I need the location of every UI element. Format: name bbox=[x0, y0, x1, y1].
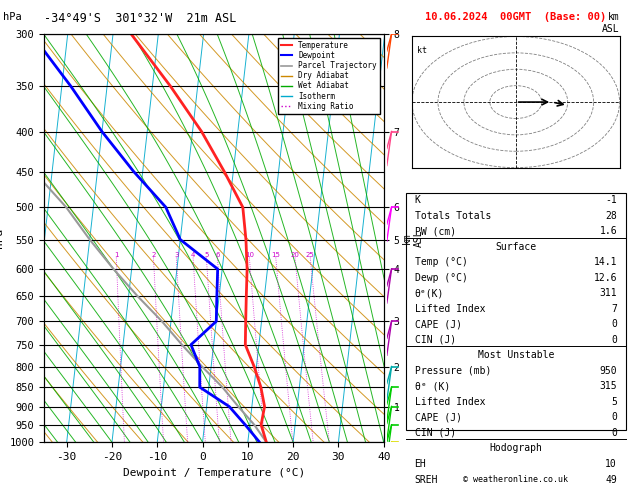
Text: Surface: Surface bbox=[495, 242, 537, 252]
Text: km
ASL: km ASL bbox=[602, 12, 620, 34]
Bar bbox=[406, 193, 626, 430]
Text: 0: 0 bbox=[611, 319, 617, 330]
Text: 5: 5 bbox=[204, 252, 209, 258]
Text: CAPE (J): CAPE (J) bbox=[415, 413, 462, 422]
Text: Totals Totals: Totals Totals bbox=[415, 211, 491, 221]
Text: 7: 7 bbox=[611, 304, 617, 314]
Text: 20: 20 bbox=[291, 252, 299, 258]
Text: Dewp (°C): Dewp (°C) bbox=[415, 273, 467, 283]
Text: Lifted Index: Lifted Index bbox=[415, 304, 485, 314]
Text: 1: 1 bbox=[114, 252, 118, 258]
Text: 14.1: 14.1 bbox=[594, 257, 617, 267]
Text: θᵉ(K): θᵉ(K) bbox=[415, 288, 444, 298]
Text: -34°49'S  301°32'W  21m ASL: -34°49'S 301°32'W 21m ASL bbox=[44, 12, 237, 25]
Text: CIN (J): CIN (J) bbox=[415, 335, 455, 345]
Text: Lifted Index: Lifted Index bbox=[415, 397, 485, 407]
Text: 28: 28 bbox=[605, 211, 617, 221]
Text: CAPE (J): CAPE (J) bbox=[415, 319, 462, 330]
Text: Pressure (mb): Pressure (mb) bbox=[415, 366, 491, 376]
Y-axis label: km
ASL: km ASL bbox=[402, 229, 424, 247]
Text: hPa: hPa bbox=[3, 12, 22, 22]
Text: 4: 4 bbox=[191, 252, 195, 258]
Text: 6: 6 bbox=[215, 252, 220, 258]
Text: -1: -1 bbox=[605, 195, 617, 205]
Text: 5: 5 bbox=[611, 397, 617, 407]
Y-axis label: hPa: hPa bbox=[0, 228, 4, 248]
Text: CIN (J): CIN (J) bbox=[415, 428, 455, 438]
Text: Most Unstable: Most Unstable bbox=[477, 350, 554, 361]
Text: 0: 0 bbox=[611, 428, 617, 438]
Text: 10: 10 bbox=[245, 252, 254, 258]
Text: Hodograph: Hodograph bbox=[489, 444, 542, 453]
Text: 10: 10 bbox=[605, 459, 617, 469]
Text: 950: 950 bbox=[599, 366, 617, 376]
Text: 0: 0 bbox=[611, 413, 617, 422]
Text: 15: 15 bbox=[271, 252, 280, 258]
Text: 315: 315 bbox=[599, 382, 617, 391]
Legend: Temperature, Dewpoint, Parcel Trajectory, Dry Adiabat, Wet Adiabat, Isotherm, Mi: Temperature, Dewpoint, Parcel Trajectory… bbox=[277, 38, 380, 114]
Text: 10.06.2024  00GMT  (Base: 00): 10.06.2024 00GMT (Base: 00) bbox=[425, 12, 606, 22]
Text: 49: 49 bbox=[605, 474, 617, 485]
Text: © weatheronline.co.uk: © weatheronline.co.uk bbox=[464, 474, 568, 484]
Text: 12.6: 12.6 bbox=[594, 273, 617, 283]
Text: 311: 311 bbox=[599, 288, 617, 298]
Text: 3: 3 bbox=[174, 252, 179, 258]
X-axis label: Dewpoint / Temperature (°C): Dewpoint / Temperature (°C) bbox=[123, 468, 305, 478]
Text: Temp (°C): Temp (°C) bbox=[415, 257, 467, 267]
Text: 1.6: 1.6 bbox=[599, 226, 617, 236]
Text: SREH: SREH bbox=[415, 474, 438, 485]
Text: EH: EH bbox=[415, 459, 426, 469]
Text: PW (cm): PW (cm) bbox=[415, 226, 455, 236]
Text: θᵉ (K): θᵉ (K) bbox=[415, 382, 450, 391]
Text: 2: 2 bbox=[152, 252, 155, 258]
Text: 25: 25 bbox=[306, 252, 314, 258]
Text: kt: kt bbox=[417, 46, 427, 55]
Text: 0: 0 bbox=[611, 335, 617, 345]
Text: K: K bbox=[415, 195, 420, 205]
